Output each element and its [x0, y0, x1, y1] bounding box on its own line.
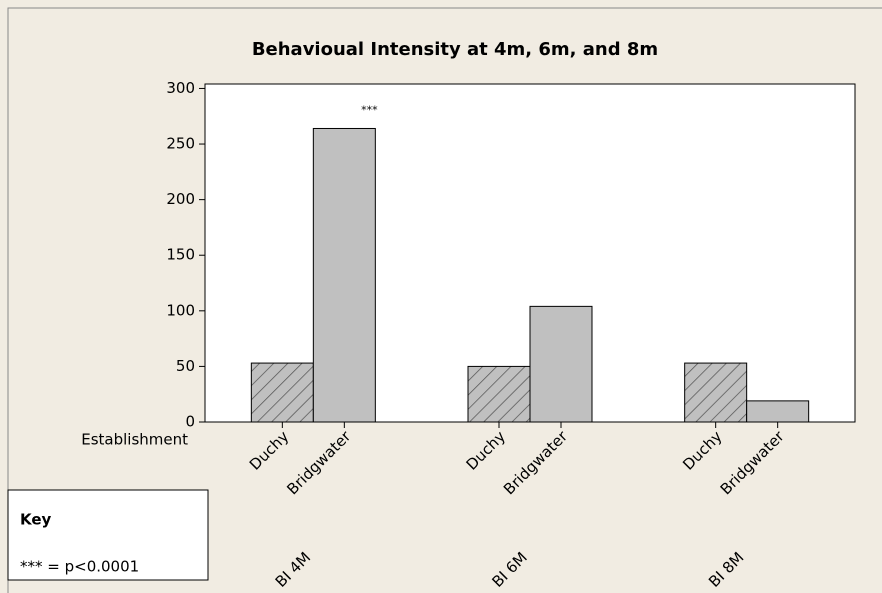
x-axis-label: Establishment: [81, 431, 188, 449]
key-title: Key: [20, 511, 52, 529]
bar: [684, 362, 748, 423]
y-tick-label: 200: [166, 190, 195, 208]
chart-title: Behavioual Intensity at 4m, 6m, and 8m: [252, 39, 658, 60]
bar: [250, 362, 314, 423]
bar: [467, 365, 531, 423]
y-tick-label: 50: [176, 357, 195, 375]
y-tick-label: 0: [185, 413, 195, 431]
bar: [746, 400, 810, 423]
key-text: *** = p<0.0001: [20, 558, 139, 576]
bar: [312, 127, 376, 423]
bar: [529, 305, 593, 423]
key-box: [7, 489, 209, 581]
y-tick-label: 250: [166, 135, 195, 153]
annotation: ***: [361, 103, 378, 116]
y-tick-label: 100: [166, 301, 195, 319]
y-tick-label: 150: [166, 246, 195, 264]
y-tick-label: 300: [166, 79, 195, 97]
